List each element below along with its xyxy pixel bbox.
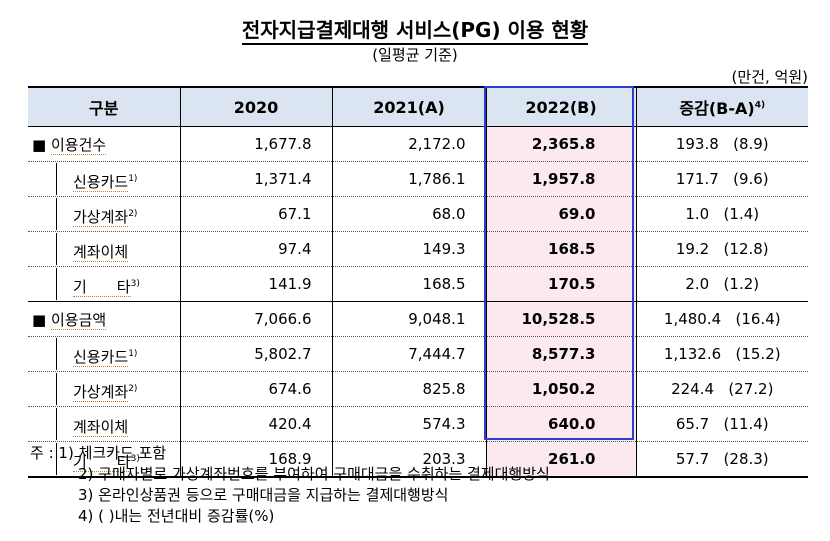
- header-2022: 2022(B): [485, 86, 636, 127]
- page-title: 전자지급결제대행 서비스(PG) 이용 현황: [0, 14, 830, 45]
- cell-2022: 168.5: [485, 231, 636, 267]
- pg-usage-table: 구분 2020 2021(A) 2022(B) 증감(B-A)4) ■ 이용건수…: [28, 86, 808, 478]
- cell-2021: 68.0: [331, 196, 486, 232]
- row-category: 신용카드1): [28, 161, 180, 197]
- table-row: 계좌이체 420.4 574.3 640.0 65.7 (11.4): [28, 406, 808, 442]
- cell-change: 193.8 (8.9): [635, 126, 808, 162]
- cell-2020: 674.6: [179, 371, 332, 407]
- cell-2022: 1,050.2: [485, 371, 636, 407]
- cell-2021: 574.3: [331, 406, 486, 442]
- cell-2022: 10,528.5: [485, 301, 636, 337]
- cell-2021: 7,444.7: [331, 336, 486, 372]
- cell-change: 19.2 (12.8): [635, 231, 808, 267]
- table-row: 신용카드1) 5,802.7 7,444.7 8,577.3 1,132.6 (15.2…: [28, 336, 808, 372]
- cell-2020: 420.4: [179, 406, 332, 442]
- cell-2020: 5,802.7: [179, 336, 332, 372]
- footnote-2: 2) 구매자별로 가상계좌번호를 부여하여 구매대금을 수취하는 결제대행방식: [78, 465, 550, 483]
- cell-2020: 97.4: [179, 231, 332, 267]
- header-category: 구분: [28, 86, 180, 127]
- cell-change: 1,132.6 (15.2): [635, 336, 808, 372]
- table-row: 기 타3) 141.9 168.5 170.5 2.0 (1.2): [28, 266, 808, 302]
- row-category: 계좌이체: [28, 406, 180, 442]
- cell-2020: 1,677.8: [179, 126, 332, 162]
- footnotes: 주 : 1) 체크카드 포함 2) 구매자별로 가상계좌번호를 부여하여 구매대…: [30, 443, 550, 527]
- cell-2022: 640.0: [485, 406, 636, 442]
- cell-change: 2.0 (1.2): [635, 266, 808, 302]
- cell-2020: 168.9: [179, 441, 332, 478]
- cell-change: 171.7 (9.6): [635, 161, 808, 197]
- cell-2022: 1,957.8: [485, 161, 636, 197]
- table-header-row: 구분 2020 2021(A) 2022(B) 증감(B-A)4): [28, 86, 808, 127]
- page-subtitle: (일평균 기준): [372, 46, 458, 64]
- table-row: ■ 이용건수 1,677.8 2,172.0 2,365.8 193.8 (8.9): [28, 126, 808, 162]
- unit-label: (만건, 억원): [731, 68, 808, 86]
- row-category: 가상계좌2): [28, 196, 180, 232]
- row-category: ■ 이용금액: [28, 301, 180, 337]
- table-row: 기 타3) 168.9 203.3 261.0 57.7 (28.3): [28, 441, 808, 478]
- cell-2022: 69.0: [485, 196, 636, 232]
- table-row: ■ 이용금액 7,066.6 9,048.1 10,528.5 1,480.4 (16.…: [28, 301, 808, 337]
- row-category: 가상계좌2): [28, 371, 180, 407]
- cell-2022: 2,365.8: [485, 126, 636, 162]
- header-2020: 2020: [179, 86, 332, 127]
- header-change: 증감(B-A)4): [635, 86, 808, 127]
- table-row: 가상계좌2) 674.6 825.8 1,050.2 224.4 (27.2): [28, 371, 808, 407]
- cell-2021: 1,786.1: [331, 161, 486, 197]
- row-category: 기 타3): [28, 266, 180, 302]
- cell-2021: 203.3: [331, 441, 486, 478]
- cell-2021: 168.5: [331, 266, 486, 302]
- footnote-3: 3) 온라인상품권 등으로 구매대금을 지급하는 결제대행방식: [78, 486, 449, 504]
- footnote-4: 4) ( )내는 전년대비 증감률(%): [78, 507, 275, 525]
- cell-2021: 825.8: [331, 371, 486, 407]
- cell-change: 1,480.4 (16.4): [635, 301, 808, 337]
- cell-2022: 261.0: [485, 441, 636, 478]
- cell-2020: 141.9: [179, 266, 332, 302]
- cell-2022: 170.5: [485, 266, 636, 302]
- table-row: 계좌이체 97.4 149.3 168.5 19.2 (12.8): [28, 231, 808, 267]
- cell-change: 224.4 (27.2): [635, 371, 808, 407]
- cell-2021: 9,048.1: [331, 301, 486, 337]
- cell-2020: 67.1: [179, 196, 332, 232]
- row-category: 기 타3): [28, 441, 180, 478]
- cell-change: 57.7 (28.3): [635, 441, 808, 478]
- cell-2022: 8,577.3: [485, 336, 636, 372]
- cell-change: 1.0 (1.4): [635, 196, 808, 232]
- header-2021: 2021(A): [331, 86, 486, 127]
- cell-change: 65.7 (11.4): [635, 406, 808, 442]
- cell-2021: 2,172.0: [331, 126, 486, 162]
- table-row: 신용카드1) 1,371.4 1,786.1 1,957.8 171.7 (9.6): [28, 161, 808, 197]
- row-category: 계좌이체: [28, 231, 180, 267]
- footnote-1: 주 : 1) 체크카드 포함: [30, 444, 167, 462]
- cell-2021: 149.3: [331, 231, 486, 267]
- table-row: 가상계좌2) 67.1 68.0 69.0 1.0 (1.4): [28, 196, 808, 232]
- row-category: ■ 이용건수: [28, 126, 180, 162]
- cell-2020: 1,371.4: [179, 161, 332, 197]
- cell-2020: 7,066.6: [179, 301, 332, 337]
- row-category: 신용카드1): [28, 336, 180, 372]
